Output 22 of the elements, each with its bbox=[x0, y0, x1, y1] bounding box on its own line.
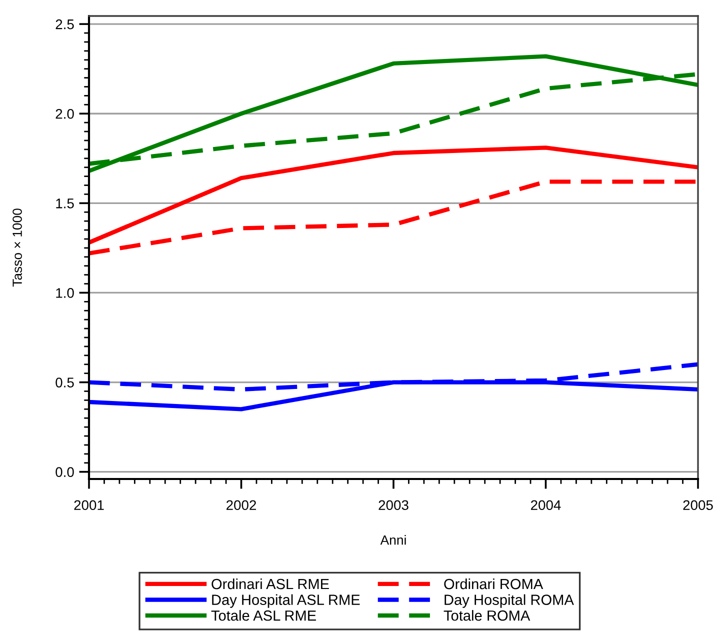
y-tick-label: 0.0 bbox=[56, 467, 74, 478]
legend-label: Totale ROMA bbox=[444, 610, 530, 621]
line-series bbox=[89, 54, 698, 174]
legend-label: Ordinari ROMA bbox=[444, 578, 544, 590]
legend-label: Ordinari ASL RME bbox=[212, 578, 329, 590]
x-tick-label: 2004 bbox=[531, 500, 561, 510]
y-tick-label: 1.0 bbox=[56, 288, 74, 298]
y-tick-label: 0.5 bbox=[56, 378, 74, 388]
x-axis-title: Anni bbox=[380, 535, 406, 545]
y-tick-label: 2.5 bbox=[56, 19, 74, 30]
x-tick-label: 2001 bbox=[74, 500, 104, 510]
line-series bbox=[89, 180, 698, 256]
legend-label: Day Hospital ASL RME bbox=[212, 594, 360, 608]
y-axis-title: Tasso × 1000 bbox=[12, 208, 22, 287]
x-tick-label: 2005 bbox=[683, 500, 713, 510]
legend-label: Totale ASL RME bbox=[211, 610, 316, 621]
y-tick-label: 2.0 bbox=[56, 108, 74, 119]
x-tick-label: 2003 bbox=[378, 500, 408, 510]
legend-label: Day Hospital ROMA bbox=[444, 594, 574, 608]
y-tick-label: 1.5 bbox=[56, 198, 74, 208]
line-series bbox=[89, 146, 698, 245]
x-tick-label: 2002 bbox=[226, 500, 256, 510]
